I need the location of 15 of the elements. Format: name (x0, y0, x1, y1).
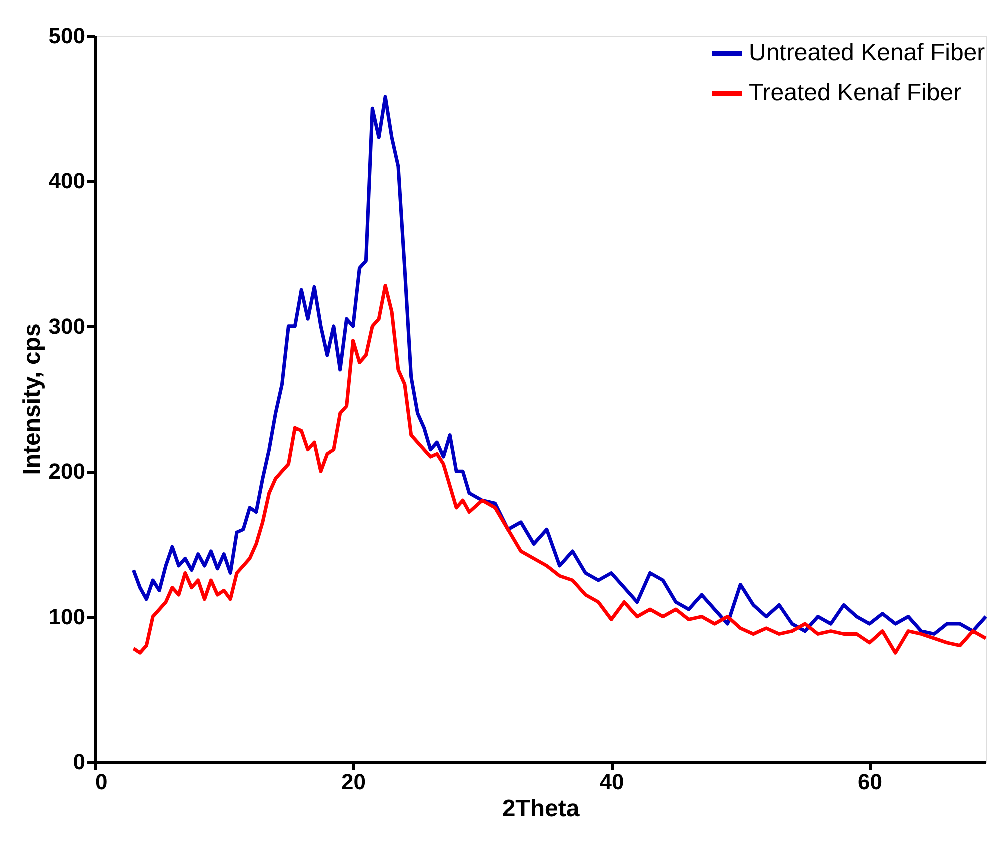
y-tick-label: 400 (48, 168, 86, 194)
legend-label: Untreated Kenaf Fiber (749, 40, 986, 66)
x-tick-label: 40 (600, 770, 624, 794)
line-series (132, 284, 988, 655)
y-tick-label: 0 (73, 750, 86, 774)
legend-label: Treated Kenaf Fiber (749, 80, 962, 106)
y-tick-label: 500 (48, 24, 86, 48)
x-axis-title: 2Theta (502, 796, 580, 822)
x-tick-label: 60 (858, 770, 883, 794)
y-tick-label: 200 (48, 459, 86, 484)
y-tick-label: 100 (48, 604, 86, 630)
x-tick-label: 0 (96, 770, 108, 794)
y-tick-label: 300 (48, 314, 86, 339)
x-tick-label: 20 (342, 770, 366, 794)
y-axis-title: Intensity, cps (18, 324, 46, 476)
